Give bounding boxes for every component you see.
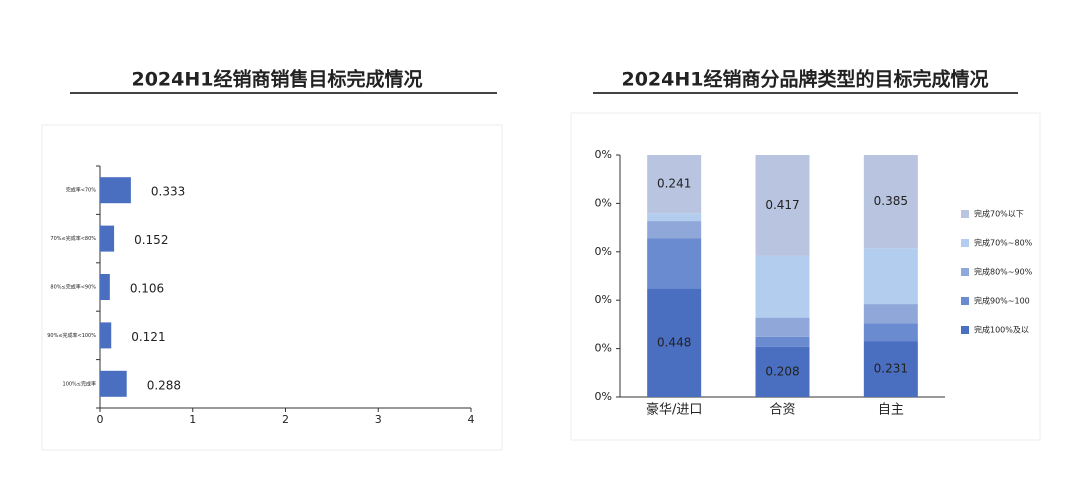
legend-label: 完成100%及以 [974,325,1029,335]
y-tick-label: 80%≤完成率<90% [50,284,96,291]
value-label: 0.333 [151,185,185,199]
bar-segment [647,238,702,289]
x-tick-label: 2 [282,413,289,426]
value-label: 0.385 [874,194,908,208]
y-tick-label: 0% [595,390,612,403]
value-label: 0.121 [131,330,165,344]
bar [100,177,131,204]
y-tick-label: 70%≤完成率<80% [50,235,96,242]
y-tick-label: 100%≤完成率 [63,380,96,387]
y-tick-label: 0% [595,148,612,161]
bar-segment [755,317,810,337]
y-tick-label: 0% [595,342,612,355]
bar-segment [863,304,918,324]
x-tick-label: 豪华/进口 [646,402,702,418]
y-tick-label: 0% [595,245,612,258]
legend-label: 完成90%~100 [974,296,1030,306]
x-tick-label: 合资 [769,403,795,418]
legend-label: 完成70%以下 [974,209,1024,219]
bar-segment [863,155,918,249]
legend-label: 完成70%~80% [974,238,1033,248]
x-tick-label: 3 [375,413,382,426]
legend-swatch [961,239,969,247]
x-tick-label: 1 [189,413,196,426]
legend-swatch [961,297,969,305]
bar [100,322,112,349]
bar [100,274,110,300]
value-label: 0.448 [657,335,691,349]
legend-label: 完成80%~90% [974,267,1033,277]
x-tick-label: 4 [468,413,475,426]
bar-segment [647,288,702,397]
value-label: 0.231 [874,362,908,376]
y-tick-label: 90%≤完成率<100% [47,332,96,339]
bar-segment [647,213,702,222]
bar [100,225,115,252]
value-label: 0.106 [130,282,164,296]
legend-swatch [961,210,969,218]
bar-segment [755,155,810,256]
value-label: 0.417 [765,198,799,212]
value-label: 0.208 [765,364,799,378]
value-label: 0.241 [657,177,691,191]
bar-segment [863,248,918,305]
bar-segment [647,221,702,239]
chart-title: 2024H1经销商分品牌类型的目标完成情况 [621,68,988,91]
x-tick-label: 0 [97,413,104,426]
x-tick-label: 自主 [878,403,904,418]
y-tick-label: 0% [595,196,612,209]
y-tick-label: 完成率<70% [66,187,97,194]
bar-segment [863,341,918,397]
value-label: 0.152 [134,233,168,247]
bar-segment [755,346,810,397]
chart-title: 2024H1经销商销售目标完成情况 [131,68,422,91]
legend-swatch [961,268,969,276]
bar-segment [863,323,918,342]
chart-card [41,124,503,451]
value-label: 0.288 [147,378,181,392]
legend-swatch [961,326,969,334]
y-tick-label: 0% [595,293,612,306]
bar-segment [755,255,810,318]
bar-segment [647,155,702,214]
bar [100,370,127,397]
bar-segment [755,336,810,347]
